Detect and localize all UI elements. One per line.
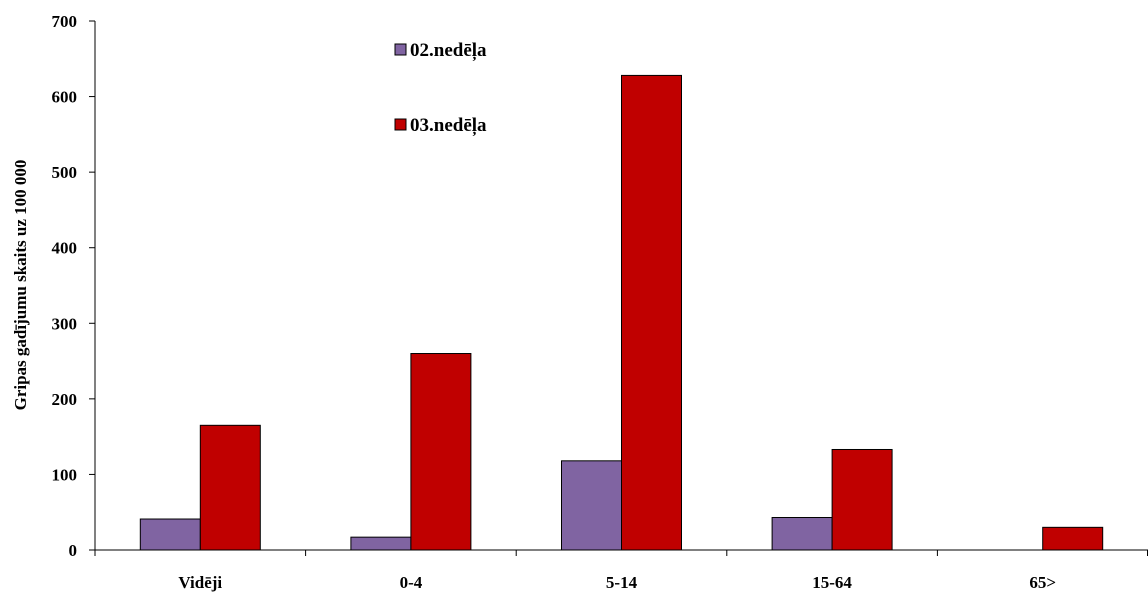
bar-1-1: [139, 518, 201, 551]
y-tick-label: 200: [52, 390, 78, 409]
bar-1-3: [561, 460, 622, 551]
bar-2-3: [621, 74, 682, 551]
y-tick-label: 300: [52, 314, 78, 333]
bar-1-4: [771, 517, 833, 551]
x-tick-label: 15-64: [812, 573, 852, 592]
bar-2-4: [831, 448, 893, 551]
bar-2-5: [1042, 526, 1104, 551]
y-tick-label: 500: [52, 163, 78, 182]
legend-swatch: [394, 118, 407, 131]
bars-group: [139, 74, 1104, 551]
legend-label: 03.nedēļa: [410, 115, 487, 136]
x-tick-label: Vidēji: [178, 573, 222, 592]
y-ticks-group: 0 100 200 300 400 500 600 700: [52, 12, 95, 560]
y-tick-label: 700: [52, 12, 78, 31]
x-tick-label: 65>: [1029, 573, 1056, 592]
axes-group: [94, 21, 1148, 556]
bar-1-2: [350, 536, 412, 551]
bar-2-2: [410, 353, 472, 551]
legend-swatch: [394, 43, 407, 56]
y-tick-label: 400: [52, 239, 78, 258]
x-tick-label: 5-14: [606, 573, 638, 592]
y-tick-label: 100: [52, 465, 78, 484]
legend-label: 02.nedēļa: [410, 40, 487, 61]
y-tick-label: 600: [52, 88, 78, 107]
x-tick-label: 0-4: [400, 573, 423, 592]
y-axis-title: Gripas gadījumu skaits uz 100 000: [11, 160, 30, 411]
y-tick-label: 0: [69, 541, 78, 560]
bar-2-1: [199, 424, 261, 551]
legend: 02.nedēļa 03.nedēļa: [394, 40, 487, 136]
x-ticks-group: Vidēji 0-4 5-14 15-64 65>: [178, 573, 1056, 592]
